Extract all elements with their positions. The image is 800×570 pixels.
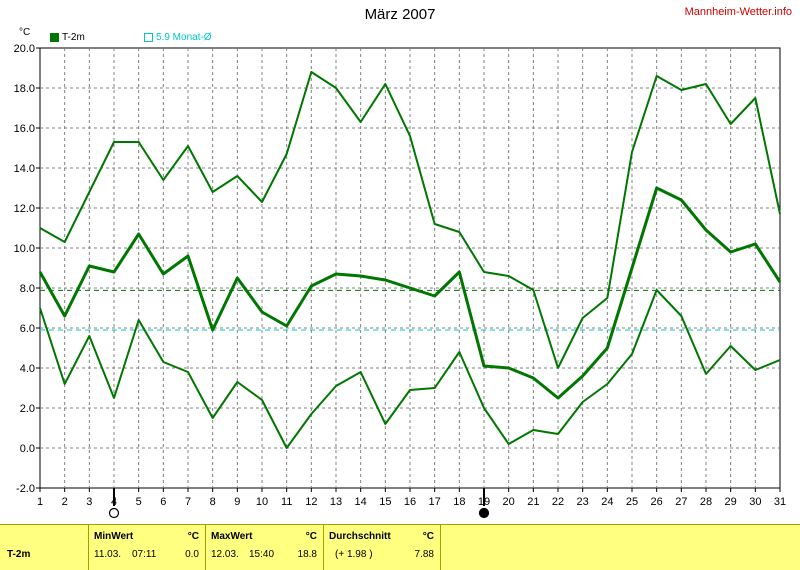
x-tick-label: 20 [503,496,515,508]
x-tick-label: 9 [234,496,240,508]
avg-value: 7.88 [414,549,434,560]
site-link[interactable]: Mannheim-Wetter.info [684,6,792,18]
y-tick-label: -2.0 [16,483,35,495]
x-tick-label: 31 [774,496,786,508]
x-tick-label: 18 [453,496,465,508]
x-tick-label: 14 [355,496,367,508]
max-unit: °C [305,531,317,542]
x-tick-label: 29 [725,496,737,508]
min-value: 0.0 [185,549,199,560]
x-tick-label: 30 [749,496,761,508]
x-tick-label: 26 [651,496,663,508]
x-tick-label: 27 [675,496,687,508]
y-tick-label: 10.0 [14,243,35,255]
x-tick-label: 5 [136,496,142,508]
x-tick-label: 17 [429,496,441,508]
x-tick-label: 25 [626,496,638,508]
y-tick-label: 18.0 [14,83,35,95]
max-time: 15:40 [249,549,275,560]
x-tick-label: 10 [256,496,268,508]
max-date: 12.03. [211,549,239,560]
x-tick-label: 3 [86,496,92,508]
min-header: MinWert [94,531,134,542]
y-tick-label: 6.0 [20,323,35,335]
y-tick-label: 20.0 [14,43,35,55]
stats-avg-col: Durchschnitt °C (+ 1.98 ) 7.88 [323,525,441,570]
stats-panel: T-2m MinWert °C 11.03. 07:11 0.0 MaxWert… [0,524,800,570]
avg-header: Durchschnitt [329,531,391,542]
max-value: 18.8 [297,549,317,560]
x-tick-label: 2 [62,496,68,508]
x-tick-label: 1 [37,496,43,508]
series-line-mean [38,186,782,400]
series-line-min [39,289,781,449]
new-moon-icon [478,507,490,519]
x-tick-label: 23 [577,496,589,508]
stats-max-col: MaxWert °C 12.03. 15:40 18.8 [205,525,324,570]
x-tick-label: 8 [210,496,216,508]
x-tick-label: 15 [379,496,391,508]
chart-title: März 2007 [364,6,436,23]
x-tick-label: 12 [305,496,317,508]
series-line-max [39,71,781,369]
x-tick-label: 7 [185,496,191,508]
y-tick-label: 14.0 [14,163,35,175]
y-axis-unit: °C [19,27,31,38]
x-tick-label: 11 [281,496,292,508]
y-tick-label: 16.0 [14,123,35,135]
x-tick-label: 13 [330,496,342,508]
y-tick-label: 2.0 [20,403,35,415]
stats-min-col: MinWert °C 11.03. 07:11 0.0 [88,525,206,570]
min-unit: °C [187,531,199,542]
temperature-chart: -2.0 0.0 2.0 4.0 6.0 8.0 10.0 12.0 14.0 16.0 18.0 2… [14,43,786,519]
x-tick-label: 6 [160,496,166,508]
max-header: MaxWert [211,531,253,542]
min-time: 07:11 [132,549,157,560]
legend-average-label: 5.9 Monat-Ø [156,32,212,43]
x-tick-label: 28 [700,496,712,508]
full-moon-icon [108,507,120,519]
x-tick-label: 22 [552,496,564,508]
x-tick-label: 21 [527,496,539,508]
stats-row-label: T-2m [7,549,31,560]
x-tick-label: 24 [601,496,613,508]
legend-series: T-2m [50,32,85,43]
legend-series-swatch [50,33,59,42]
legend-average: 5.9 Monat-Ø [144,32,212,43]
y-tick-label: 0.0 [20,443,35,455]
legend-series-label: T-2m [62,32,85,43]
y-tick-label: 12.0 [14,203,35,215]
stats-label-col: T-2m [0,525,89,570]
y-tick-label: 4.0 [20,363,35,375]
x-tick-label: 16 [404,496,416,508]
min-date: 11.03. [94,549,122,560]
avg-unit: °C [422,531,434,542]
y-tick-label: 8.0 [20,283,35,295]
legend-average-swatch [144,33,153,42]
avg-delta: (+ 1.98 ) [335,549,373,560]
